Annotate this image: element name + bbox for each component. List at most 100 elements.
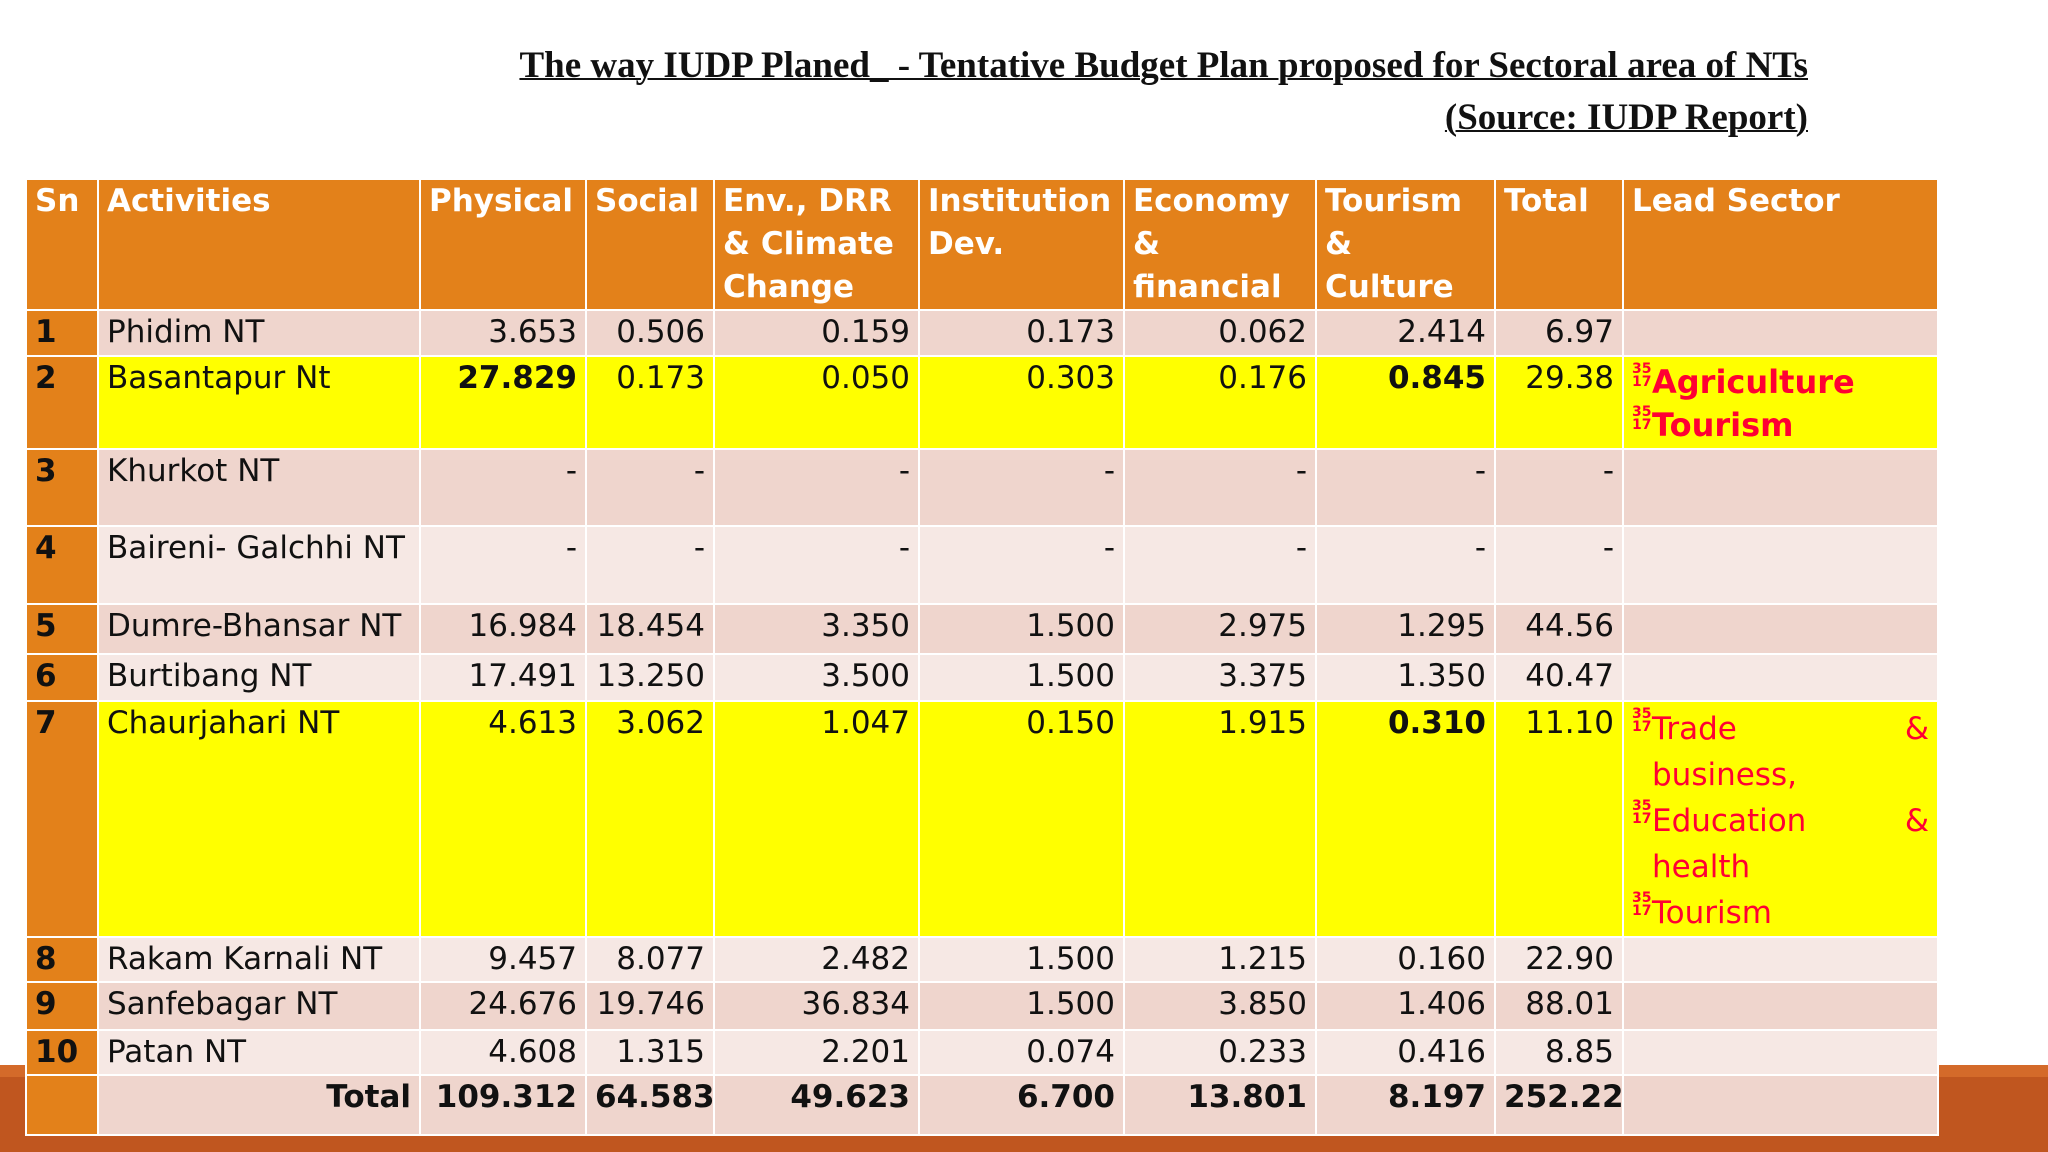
cell-economy: - xyxy=(1123,525,1317,605)
table-row: 4 Baireni- Galchhi NT - - - - - - - xyxy=(25,525,1939,605)
cell-total: 11.10 xyxy=(1494,700,1624,938)
cell-tourism: 0.845 xyxy=(1315,355,1496,450)
table-row: 6 Burtibang NT 17.491 13.250 3.500 1.500… xyxy=(25,653,1939,702)
cell-tourism: 0.160 xyxy=(1315,936,1496,983)
cell-tourism: 1.295 xyxy=(1315,603,1496,655)
cell-activity: Baireni- Galchhi NT xyxy=(97,525,421,605)
cell-social: 1.315 xyxy=(585,1029,715,1076)
cell-physical: 109.312 xyxy=(419,1074,587,1136)
cell-social: 0.506 xyxy=(585,309,715,357)
cell-tourism: 2.414 xyxy=(1315,309,1496,357)
cell-institution: 0.173 xyxy=(918,309,1125,357)
cell-total: 6.97 xyxy=(1494,309,1624,357)
cell-env: 3.350 xyxy=(713,603,920,655)
cell-social: 3.062 xyxy=(585,700,715,938)
cell-env: 2.482 xyxy=(713,936,920,983)
header-lead-sector: Lead Sector xyxy=(1622,178,1939,311)
cell-lead-sector: 35 17 Agriculture 35 17 Tourism xyxy=(1622,355,1939,450)
cell-total: 40.47 xyxy=(1494,653,1624,702)
cell-env: 2.201 xyxy=(713,1029,920,1076)
cell-sn xyxy=(25,1074,99,1136)
cell-institution: 0.074 xyxy=(918,1029,1125,1076)
cell-activity: Sanfebagar NT xyxy=(97,981,421,1031)
cell-social: - xyxy=(585,448,715,527)
table-header-row: Sn Activities Physical Social Env., DRR … xyxy=(25,178,1939,311)
cell-sn: 3 xyxy=(25,448,99,527)
cell-economy: 0.062 xyxy=(1123,309,1317,357)
header-tourism: Tourism & Culture xyxy=(1315,178,1496,311)
cell-tourism: - xyxy=(1315,448,1496,527)
cell-institution: 1.500 xyxy=(918,603,1125,655)
cell-env: - xyxy=(713,448,920,527)
cell-social: 8.077 xyxy=(585,936,715,983)
slide-title: The way IUDP Planed_ - Tentative Budget … xyxy=(230,40,1808,144)
bullet-icon: 35 17 xyxy=(1632,404,1652,433)
cell-physical: 4.613 xyxy=(419,700,587,938)
lead-sector-item: 35 17 Agriculture xyxy=(1632,361,1855,401)
cell-economy: 3.375 xyxy=(1123,653,1317,702)
header-total: Total xyxy=(1494,178,1624,311)
lead-sector-list: 35 17 Trade & business, 35 17 Education & … xyxy=(1632,703,1929,935)
cell-sn: 9 xyxy=(25,981,99,1031)
cell-tourism: 1.350 xyxy=(1315,653,1496,702)
cell-sn: 4 xyxy=(25,525,99,605)
cell-lead-sector xyxy=(1622,981,1939,1031)
cell-institution: 1.500 xyxy=(918,981,1125,1031)
cell-institution: - xyxy=(918,525,1125,605)
cell-physical: 16.984 xyxy=(419,603,587,655)
cell-sn: 5 xyxy=(25,603,99,655)
lead-sector-list: 35 17 Agriculture 35 17 Tourism xyxy=(1632,358,1929,447)
cell-total: 8.85 xyxy=(1494,1029,1624,1076)
lead-sector-item: 35 17 Tourism xyxy=(1632,404,1794,444)
cell-lead-sector xyxy=(1622,1074,1939,1136)
cell-institution: 0.303 xyxy=(918,355,1125,450)
cell-total: 88.01 xyxy=(1494,981,1624,1031)
cell-institution: 1.500 xyxy=(918,936,1125,983)
cell-tourism: 1.406 xyxy=(1315,981,1496,1031)
cell-institution: - xyxy=(918,448,1125,527)
cell-lead-sector xyxy=(1622,309,1939,357)
cell-activity: Rakam Karnali NT xyxy=(97,936,421,983)
cell-social: - xyxy=(585,525,715,605)
header-institution: Institution Dev. xyxy=(918,178,1125,311)
cell-total: - xyxy=(1494,448,1624,527)
cell-total: 252.22 xyxy=(1494,1074,1624,1136)
cell-physical: 9.457 xyxy=(419,936,587,983)
cell-env: 0.050 xyxy=(713,355,920,450)
cell-env: 0.159 xyxy=(713,309,920,357)
header-activities: Activities xyxy=(97,178,421,311)
header-sn: Sn xyxy=(25,178,99,311)
cell-physical: - xyxy=(419,525,587,605)
header-social: Social xyxy=(585,178,715,311)
cell-env: 3.500 xyxy=(713,653,920,702)
cell-total: 29.38 xyxy=(1494,355,1624,450)
table-row: 1 Phidim NT 3.653 0.506 0.159 0.173 0.06… xyxy=(25,309,1939,357)
cell-economy: 2.975 xyxy=(1123,603,1317,655)
cell-env: - xyxy=(713,525,920,605)
cell-env: 36.834 xyxy=(713,981,920,1031)
table-row: 10 Patan NT 4.608 1.315 2.201 0.074 0.23… xyxy=(25,1029,1939,1076)
cell-lead-sector xyxy=(1622,653,1939,702)
cell-lead-sector xyxy=(1622,936,1939,983)
title-line-1: The way IUDP Planed_ - Tentative Budget … xyxy=(519,45,1808,86)
cell-economy: 1.215 xyxy=(1123,936,1317,983)
cell-total: 22.90 xyxy=(1494,936,1624,983)
cell-activity: Burtibang NT xyxy=(97,653,421,702)
cell-activity: Chaurjahari NT xyxy=(97,700,421,938)
cell-tourism: - xyxy=(1315,525,1496,605)
table-row: 3 Khurkot NT - - - - - - - xyxy=(25,448,1939,527)
bullet-icon: 35 17 xyxy=(1632,361,1652,390)
table-total-row: Total 109.312 64.583 49.623 6.700 13.801… xyxy=(25,1074,1939,1136)
bullet-icon: 35 17 xyxy=(1632,798,1652,827)
cell-total: - xyxy=(1494,525,1624,605)
table-row: 7 Chaurjahari NT 4.613 3.062 1.047 0.150… xyxy=(25,700,1939,938)
table-row: 5 Dumre-Bhansar NT 16.984 18.454 3.350 1… xyxy=(25,603,1939,655)
title-line-2: (Source: IUDP Report) xyxy=(1444,97,1808,138)
cell-economy: 0.233 xyxy=(1123,1029,1317,1076)
table-row: 9 Sanfebagar NT 24.676 19.746 36.834 1.5… xyxy=(25,981,1939,1031)
cell-lead-sector xyxy=(1622,525,1939,605)
cell-activity: Phidim NT xyxy=(97,309,421,357)
cell-lead-sector xyxy=(1622,1029,1939,1076)
bullet-icon: 35 17 xyxy=(1632,706,1652,735)
cell-sn: 7 xyxy=(25,700,99,938)
